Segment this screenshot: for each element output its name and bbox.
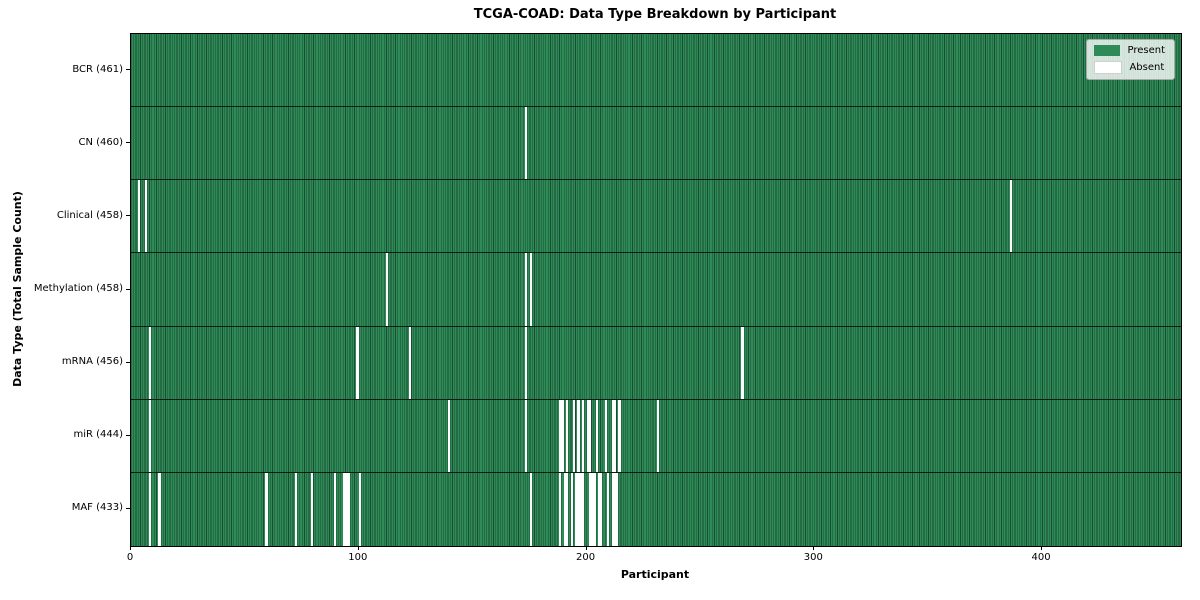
- absent-bar: [144, 180, 147, 253]
- absent-bar: [566, 399, 569, 472]
- absent-bar: [563, 472, 567, 546]
- y-tick-label-BCR: BCR (461): [72, 63, 123, 75]
- absent-bar: [149, 399, 152, 472]
- absent-bar: [588, 472, 592, 546]
- absent-bar: [149, 326, 152, 399]
- absent-bar: [294, 472, 298, 546]
- y-tick-label-mRNA: mRNA (456): [61, 356, 123, 368]
- absent-bar: [591, 472, 594, 546]
- absent-bar: [1010, 180, 1013, 253]
- x-tick-label: 200: [575, 552, 596, 563]
- y-tick-label-miR: miR (444): [73, 429, 123, 441]
- absent-bar: [613, 472, 617, 546]
- y-tick-label-Clinical: Clinical (458): [56, 209, 123, 221]
- absent-bar: [559, 399, 562, 472]
- absent-bar: [570, 472, 573, 546]
- absent-bar: [741, 326, 744, 399]
- absent-bar: [265, 472, 268, 546]
- legend-absent-label: Absent: [1129, 62, 1165, 73]
- absent-bar: [586, 399, 589, 472]
- x-tick-label: 0: [126, 552, 134, 563]
- y-tick-mark: [126, 288, 130, 290]
- row-band-Clinical: [131, 180, 1181, 254]
- x-tick-mark: [130, 546, 131, 550]
- y-tick-label-CN: CN (460): [78, 136, 123, 148]
- absent-bar: [595, 399, 598, 472]
- x-tick-mark: [1041, 546, 1043, 550]
- absent-bar: [525, 326, 528, 399]
- legend-present-swatch: [1094, 45, 1121, 56]
- y-tick-mark: [126, 215, 130, 217]
- legend-entry-present: Present: [1094, 45, 1165, 56]
- absent-bar: [356, 326, 359, 399]
- absent-bar: [561, 399, 564, 472]
- absent-bar: [529, 472, 532, 546]
- absent-bar: [566, 472, 569, 546]
- absent-bar: [616, 472, 619, 546]
- x-tick-mark: [585, 546, 587, 550]
- absent-bar: [137, 180, 141, 253]
- legend: Present Absent: [1086, 39, 1175, 80]
- row-band-mRNA: [131, 326, 1181, 400]
- x-tick-mark: [813, 546, 815, 550]
- absent-bar: [310, 472, 314, 546]
- absent-bar: [579, 472, 582, 546]
- legend-present-label: Present: [1127, 45, 1165, 56]
- absent-bar: [149, 472, 152, 546]
- absent-bar: [447, 399, 450, 472]
- y-tick-label-Methylation: Methylation (458): [33, 283, 123, 294]
- absent-bar: [333, 472, 336, 546]
- absent-bar: [604, 399, 608, 472]
- y-tick-mark: [126, 69, 130, 71]
- absent-bar: [559, 472, 562, 546]
- row-band-CN: [131, 107, 1181, 181]
- absent-bar: [597, 472, 601, 546]
- absent-bar: [575, 472, 578, 546]
- legend-entry-absent: Absent: [1094, 61, 1165, 74]
- chart-title: TCGA-COAD: Data Type Breakdown by Partic…: [473, 7, 837, 22]
- legend-absent-swatch: [1094, 61, 1123, 74]
- x-tick-label: 300: [803, 552, 823, 563]
- absent-bar: [600, 472, 603, 546]
- absent-bar: [525, 253, 528, 326]
- absent-bar: [593, 472, 596, 546]
- absent-bar: [657, 399, 660, 472]
- y-tick-mark: [126, 142, 130, 144]
- absent-bar: [572, 399, 576, 472]
- x-axis-title: Participant: [620, 568, 690, 581]
- absent-bar: [611, 472, 614, 546]
- x-tick-label: 100: [348, 552, 368, 563]
- absent-bar: [581, 399, 585, 472]
- absent-bar: [342, 472, 346, 546]
- x-tick-label: 400: [1031, 552, 1051, 563]
- absent-bar: [386, 253, 389, 326]
- y-tick-label-MAF: MAF (433): [71, 502, 123, 514]
- absent-bar: [577, 472, 580, 546]
- absent-bar: [347, 472, 350, 546]
- y-tick-mark: [126, 361, 130, 363]
- plot-area: Present Absent: [130, 33, 1182, 547]
- absent-bar: [525, 399, 528, 472]
- row-band-miR: [131, 399, 1181, 473]
- absent-bar: [618, 399, 621, 472]
- row-band-MAF: [131, 472, 1181, 546]
- absent-bar: [581, 472, 585, 546]
- absent-bar: [358, 472, 362, 546]
- y-tick-mark: [126, 507, 130, 509]
- absent-bar: [611, 399, 614, 472]
- y-tick-mark: [126, 434, 130, 436]
- row-band-BCR: [131, 34, 1181, 108]
- absent-bar: [525, 107, 528, 180]
- absent-bar: [158, 472, 161, 546]
- absent-bar: [588, 399, 592, 472]
- absent-bar: [529, 253, 532, 326]
- absent-bar: [613, 399, 617, 472]
- row-band-Methylation: [131, 253, 1181, 327]
- x-tick-mark: [357, 546, 359, 550]
- absent-bar: [607, 472, 610, 546]
- absent-bar: [577, 399, 580, 472]
- absent-bar: [408, 326, 412, 399]
- absent-bar: [345, 472, 348, 546]
